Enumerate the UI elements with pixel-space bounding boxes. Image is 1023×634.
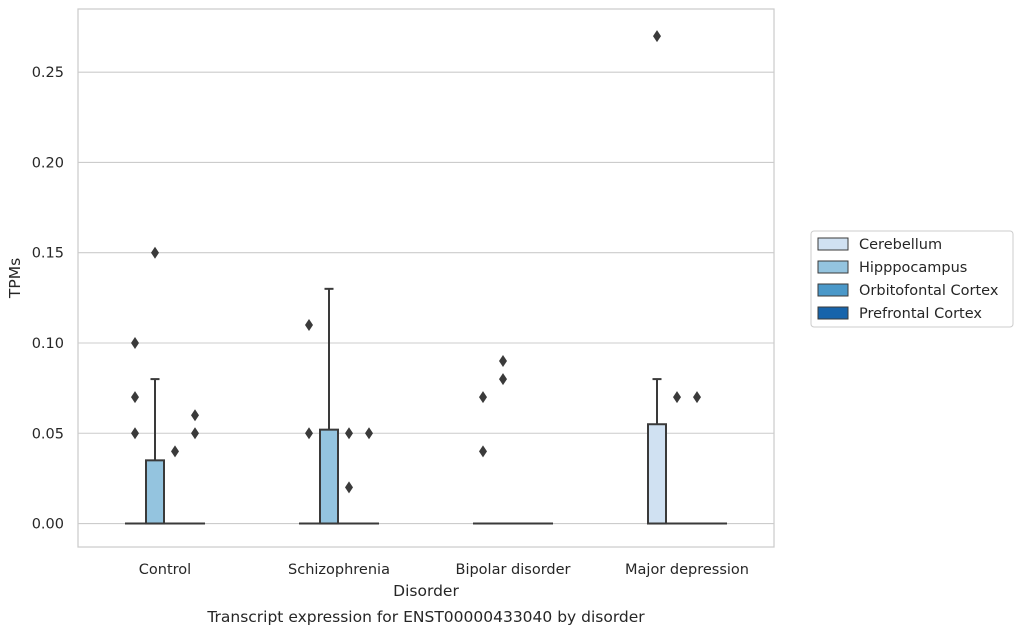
outlier-point: [345, 427, 353, 440]
box-group: [165, 445, 185, 525]
legend: Cerebellum Hipppocampus Orbitofontal Corte…: [810, 230, 1014, 328]
legend-swatch: [817, 306, 849, 320]
plot-frame: [77, 8, 775, 548]
y-tick-label: 0.00: [32, 517, 64, 533]
y-tick-label: 0.05: [32, 426, 64, 442]
box-group: [359, 427, 379, 525]
outlier-point: [131, 336, 139, 349]
box-group: [319, 287, 339, 525]
legend-label: Orbitofontal Cortex: [859, 283, 999, 299]
y-axis-label: TPMs: [6, 258, 24, 299]
legend-frame: [810, 230, 1014, 328]
plot-border: [77, 8, 775, 548]
chart-caption: Transcript expression for ENST0000043304…: [206, 608, 645, 626]
outlier-point: [693, 391, 701, 404]
outlier-point: [479, 445, 487, 458]
legend-label: Prefrontal Cortex: [859, 306, 982, 322]
x-tick-label: Schizophrenia: [288, 562, 390, 578]
box-rect: [319, 428, 339, 525]
box-group: [667, 391, 687, 525]
outlier-point: [305, 427, 313, 440]
outlier-point: [365, 427, 373, 440]
gridlines: [78, 71, 774, 525]
outlier-point: [653, 30, 661, 43]
box-group: [493, 355, 513, 525]
x-axis-label: Disorder: [393, 582, 459, 600]
box-group: [185, 409, 205, 525]
outlier-point: [171, 445, 179, 458]
box-group: [473, 391, 493, 525]
x-axis-ticks: Control Schizophrenia Bipolar disorder Majo…: [139, 562, 749, 578]
y-tick-label: 0.25: [32, 65, 64, 81]
y-tick-label: 0.10: [32, 336, 64, 352]
box-rect: [647, 423, 667, 525]
outlier-point: [191, 427, 199, 440]
legend-swatch: [817, 283, 849, 297]
y-tick-label: 0.15: [32, 246, 64, 262]
outlier-point: [499, 373, 507, 386]
outlier-point: [191, 409, 199, 422]
x-tick-label: Bipolar disorder: [456, 562, 571, 578]
box-group: [339, 427, 359, 525]
outlier-point: [131, 391, 139, 404]
x-tick-label: Major depression: [625, 562, 749, 578]
legend-swatch: [817, 237, 849, 251]
legend-label: Hipppocampus: [859, 260, 967, 276]
outlier-point: [151, 246, 159, 259]
box-group: [299, 318, 319, 525]
outlier-point: [131, 427, 139, 440]
box-plot-marks: [125, 30, 727, 525]
box-rect: [145, 459, 165, 525]
box-group: [145, 246, 165, 525]
box-group: [687, 391, 707, 525]
outlier-point: [305, 318, 313, 331]
y-axis-ticks: 0.00 0.05 0.10 0.15 0.20 0.25: [32, 65, 64, 532]
outlier-point: [673, 391, 681, 404]
outlier-point: [479, 391, 487, 404]
outlier-point: [345, 481, 353, 494]
legend-label: Cerebellum: [859, 237, 942, 253]
legend-swatch: [817, 260, 849, 274]
x-tick-label: Control: [139, 562, 191, 578]
y-tick-label: 0.20: [32, 155, 64, 171]
outlier-point: [499, 355, 507, 368]
box-group: [647, 30, 667, 525]
box-group: [125, 336, 145, 525]
